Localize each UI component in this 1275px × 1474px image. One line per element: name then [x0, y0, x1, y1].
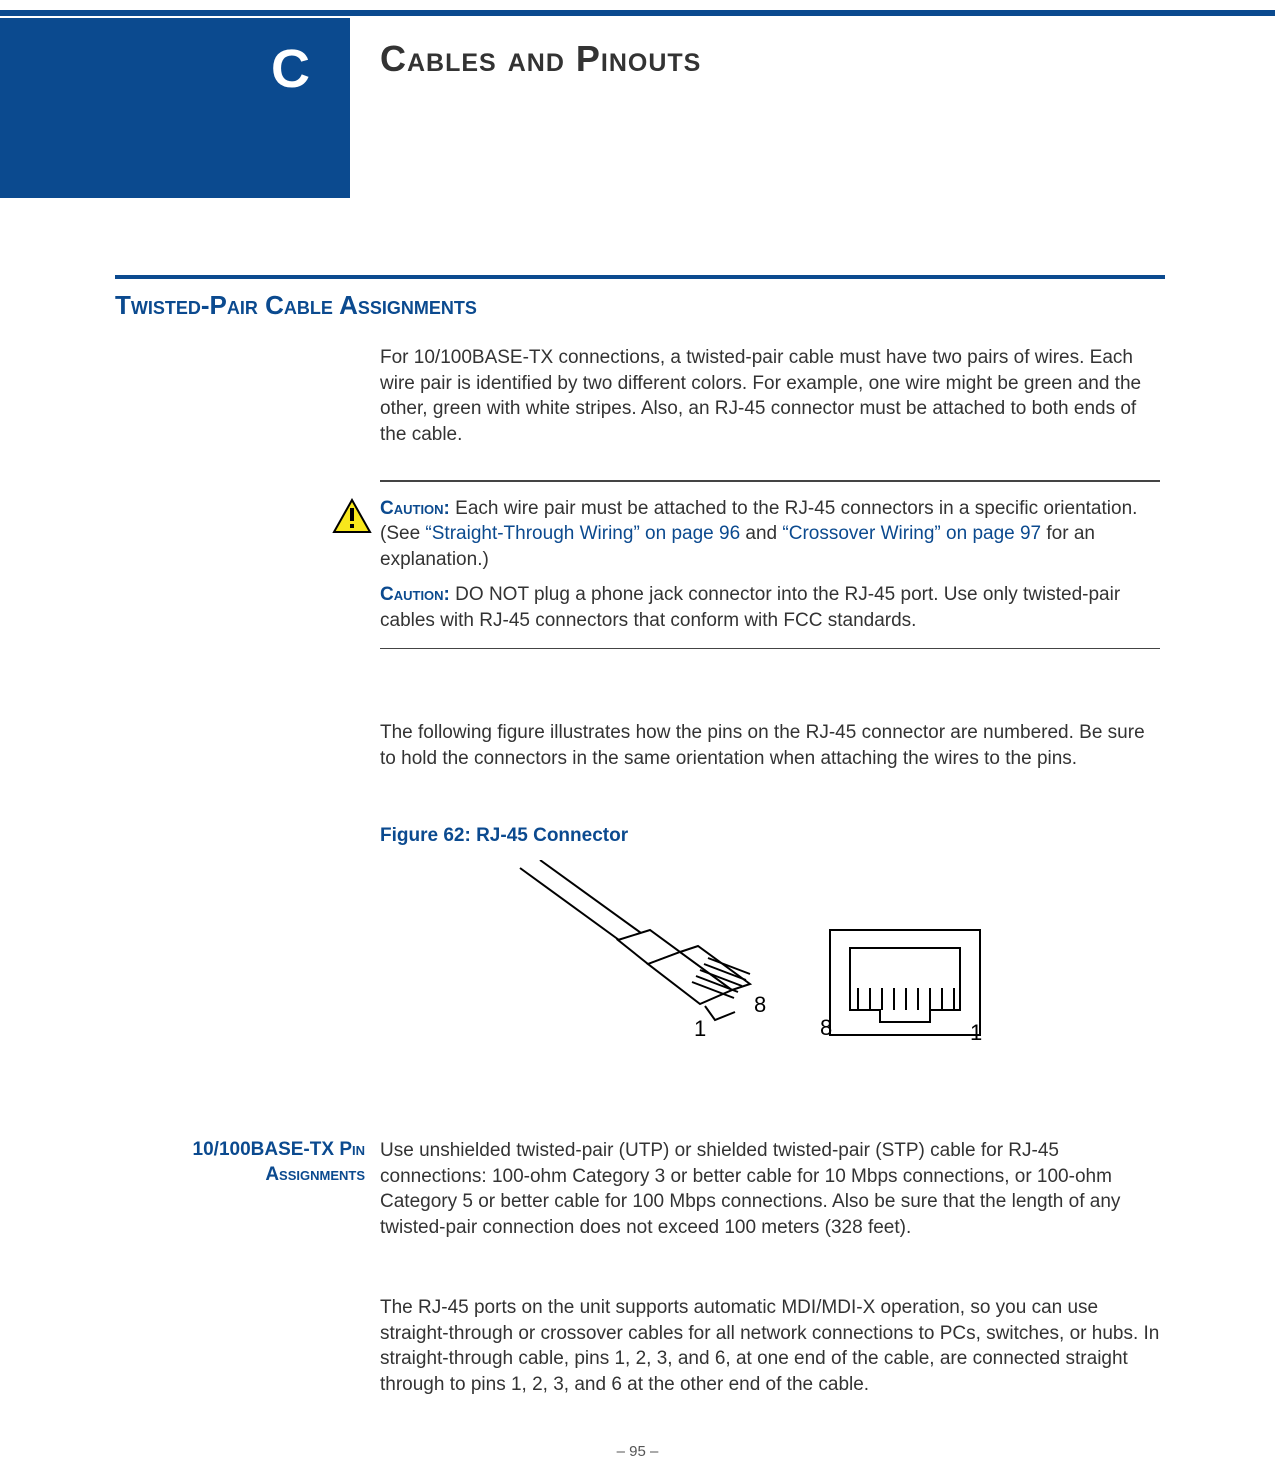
after-caution-paragraph: The following figure illustrates how the… — [380, 720, 1160, 771]
chapter-letter: C — [271, 38, 310, 100]
fig-right-pin1: 1 — [970, 1020, 982, 1045]
chapter-title: Cables and Pinouts — [380, 38, 701, 80]
caution-bottom-rule — [380, 648, 1160, 650]
link-straight-through[interactable]: “Straight-Through Wiring” on page 96 — [425, 523, 740, 544]
figure-caption: Figure 62: RJ-45 Connector — [380, 825, 628, 847]
caution-text-1b: and — [740, 523, 782, 544]
rj45-figure: 1 8 8 1 — [500, 860, 1020, 1050]
side-heading-pin-assignments: 10/100BASE-TX Pin Assignments — [110, 1138, 365, 1187]
pin-assignments-para-1: Use unshielded twisted-pair (UTP) or shi… — [380, 1138, 1160, 1241]
caution-top-rule — [380, 480, 1160, 482]
section-heading-twisted-pair: Twisted-Pair Cable Assignments — [115, 290, 477, 321]
caution-text-2-body: DO NOT plug a phone jack connector into … — [380, 584, 1120, 631]
caution-icon — [332, 498, 372, 534]
link-crossover[interactable]: “Crossover Wiring” on page 97 — [782, 523, 1041, 544]
fig-left-pin8: 8 — [754, 992, 766, 1017]
top-blue-band — [0, 10, 1275, 16]
pin-assignments-para-2: The RJ-45 ports on the unit supports aut… — [380, 1295, 1160, 1398]
intro-paragraph: For 10/100BASE-TX connections, a twisted… — [380, 345, 1160, 448]
caution-text-2: Caution: DO NOT plug a phone jack connec… — [380, 582, 1160, 633]
fig-left-pin1: 1 — [694, 1016, 706, 1041]
page-number: – 95 – — [0, 1443, 1275, 1460]
fig-right-pin8: 8 — [820, 1015, 832, 1040]
caution-text-1: Caution: Each wire pair must be attached… — [380, 496, 1160, 573]
section-rule — [115, 275, 1165, 279]
chapter-letter-block: C — [0, 18, 350, 198]
caution-label-1: Caution: — [380, 498, 450, 519]
caution-block: Caution: Each wire pair must be attached… — [380, 480, 1160, 649]
caution-label-2: Caution: — [380, 584, 450, 605]
